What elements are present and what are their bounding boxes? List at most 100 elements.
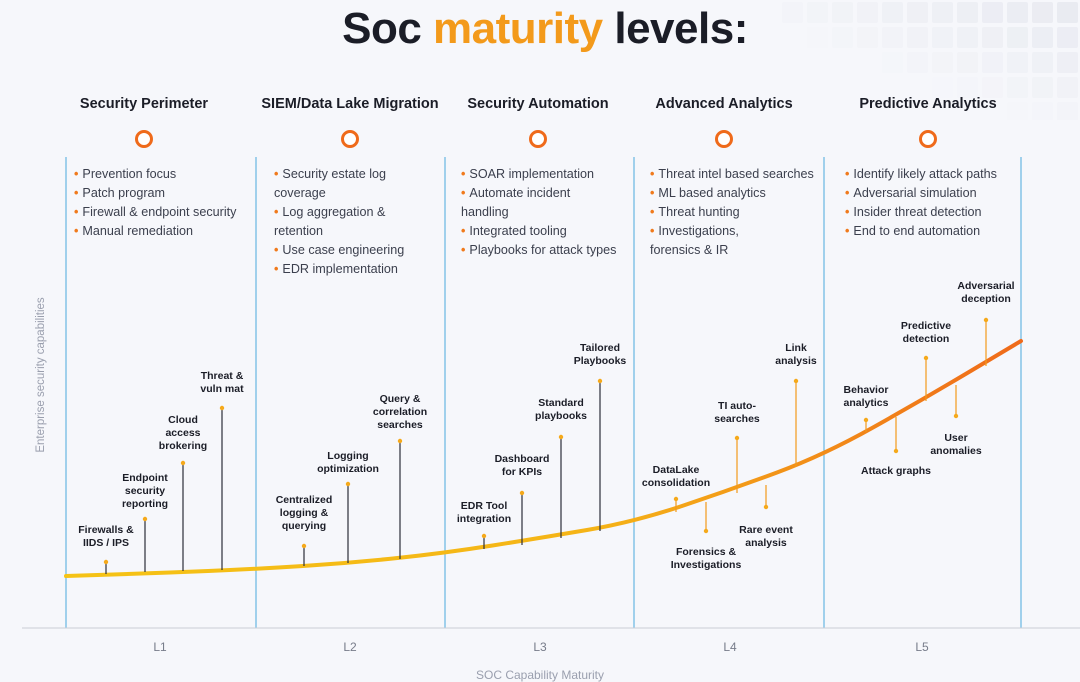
capability-label: Threat & vuln mat (200, 370, 244, 395)
stage-item: • Log aggregation & (274, 203, 404, 222)
bullet-icon: • (845, 185, 850, 200)
deco-square (1032, 102, 1053, 120)
stage-item: • Use case engineering (274, 241, 404, 260)
stage-1-list: • Prevention focus • Patch program • Firewall… (74, 165, 236, 241)
bullet-icon: • (461, 185, 466, 200)
deco-square (807, 27, 828, 48)
capability-label: Tailored Playbooks (573, 342, 627, 367)
capability-label: Endpoint security reporting (121, 472, 169, 510)
level-label-5: L5 (915, 640, 929, 654)
decorative-grid (782, 2, 1078, 120)
title-part-1: Soc (342, 4, 434, 53)
timeline-node (341, 130, 359, 148)
bullet-icon: • (274, 261, 279, 276)
capability-dot (481, 533, 487, 539)
stage-4-list: • Threat intel based searches • ML based an… (650, 165, 814, 260)
capability-label: Behavior analytics (843, 384, 889, 409)
stage-title-5: Predictive Analytics (859, 96, 997, 112)
bullet-icon: • (461, 223, 466, 238)
deco-square (982, 2, 1003, 23)
capability-label: Forensics & Investigations (670, 546, 742, 571)
capability-label: TI auto- searches (714, 400, 760, 425)
stage-item: handling (461, 203, 616, 222)
stage-item-text: coverage (274, 185, 326, 200)
capability-label: Standard playbooks (535, 397, 587, 422)
stage-item: • Prevention focus (74, 165, 236, 184)
level-label-2: L2 (343, 640, 357, 654)
capability-label: DataLake consolidation (641, 464, 711, 489)
stage-item-text: Playbooks for attack types (469, 242, 617, 257)
bullet-icon: • (74, 185, 79, 200)
level-label-3: L3 (533, 640, 547, 654)
stage-item-text: Investigations, (658, 223, 739, 238)
stage-item: • Firewall & endpoint security (74, 203, 236, 222)
stage-item: • Patch program (74, 184, 236, 203)
capability-dot (142, 516, 148, 522)
stage-item-text: EDR implementation (282, 261, 398, 276)
capability-dot (703, 528, 709, 534)
stage-item: • SOAR implementation (461, 165, 616, 184)
bullet-icon: • (461, 242, 466, 257)
capability-label: Rare event analysis (739, 524, 793, 549)
deco-square (957, 52, 978, 73)
stage-item-text: End to end automation (853, 223, 981, 238)
stage-title-2: SIEM/Data Lake Migration (261, 96, 439, 112)
capability-dot (219, 405, 225, 411)
stage-item-text: Insider threat detection (853, 204, 982, 219)
deco-square (1057, 77, 1078, 98)
stage-item-text: handling (461, 204, 509, 219)
stage-item: • Insider threat detection (845, 203, 997, 222)
timeline-node (715, 130, 733, 148)
y-axis-label: Enterprise security capabilities (35, 297, 47, 453)
bullet-icon: • (74, 204, 79, 219)
deco-square (982, 27, 1003, 48)
capability-dot (345, 481, 351, 487)
stage-item: • Playbooks for attack types (461, 241, 616, 260)
deco-square (907, 27, 928, 48)
capability-dot (301, 543, 307, 549)
deco-square (1032, 27, 1053, 48)
stage-item-text: Threat intel based searches (658, 167, 814, 181)
deco-square (807, 2, 828, 23)
deco-square (782, 2, 803, 23)
stage-item-text: Security estate log (282, 167, 387, 181)
capability-dot (519, 490, 525, 496)
bullet-icon: • (650, 204, 655, 219)
deco-square (882, 2, 903, 23)
capability-label: Predictive detection (900, 320, 952, 345)
stage-item: • Manual remediation (74, 222, 236, 241)
bullet-icon: • (274, 204, 279, 219)
stage-item: • Threat intel based searches (650, 165, 814, 184)
bullet-icon: • (845, 223, 850, 238)
stage-3-list: • SOAR implementation • Automate incident ha… (461, 165, 616, 260)
deco-square (1057, 2, 1078, 23)
stage-item-text: Threat hunting (658, 204, 740, 219)
bullet-icon: • (845, 204, 850, 219)
timeline-node (529, 130, 547, 148)
deco-square (1007, 27, 1028, 48)
capability-dot (103, 559, 109, 565)
deco-square (982, 52, 1003, 73)
deco-square (857, 27, 878, 48)
stage-item-text: Prevention focus (82, 167, 177, 181)
deco-square (907, 52, 928, 73)
stage-item-text: Log aggregation & (282, 204, 386, 219)
bullet-icon: • (650, 167, 655, 181)
deco-square (1057, 52, 1078, 73)
capability-label: EDR Tool integration (456, 500, 512, 525)
capability-dot (763, 504, 769, 510)
capability-dot (558, 434, 564, 440)
deco-square (882, 27, 903, 48)
stage-item: • ML based analytics (650, 184, 814, 203)
deco-square (957, 2, 978, 23)
title-part-2: levels: (602, 4, 748, 53)
capability-label: User anomalies (930, 432, 982, 457)
timeline-node (919, 130, 937, 148)
title-accent: maturity (433, 4, 603, 53)
stage-item: • Threat hunting (650, 203, 814, 222)
deco-square (957, 27, 978, 48)
capability-label: Firewalls & IIDS / IPS (78, 524, 134, 549)
stage-item: • End to end automation (845, 222, 997, 241)
stage-item: • Integrated tooling (461, 222, 616, 241)
maturity-curve (64, 339, 1023, 578)
